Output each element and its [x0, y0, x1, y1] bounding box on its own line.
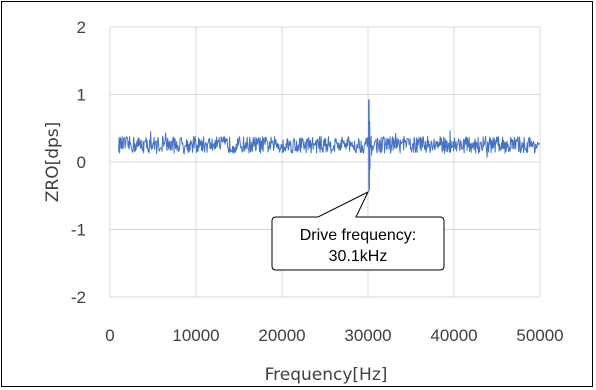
x-tick-label: 50000: [516, 326, 563, 345]
x-tick-label: 10000: [172, 326, 219, 345]
x-tick-labels: 0 10000 20000 30000 40000 50000: [105, 326, 563, 345]
y-axis-title: ZRO[dps]: [43, 122, 63, 203]
callout-shape: [271, 190, 445, 271]
y-tick-label: 2: [77, 18, 86, 37]
x-axis-title: Frequency[Hz]: [265, 365, 388, 385]
series-line: [118, 99, 541, 191]
x-tick-label: 40000: [430, 326, 477, 345]
callout-line2: 30.1kHz: [329, 248, 388, 265]
y-tick-label: -1: [71, 221, 86, 240]
annotation-callout: Drive frequency: 30.1kHz: [271, 190, 445, 271]
x-tick-label: 20000: [258, 326, 305, 345]
x-tick-label: 30000: [344, 326, 391, 345]
y-tick-labels: 2 1 0 -1 -2: [71, 18, 86, 307]
callout-line1: Drive frequency:: [300, 227, 417, 244]
gridlines: [109, 26, 541, 298]
series-group: [118, 99, 541, 191]
y-tick-label: -2: [71, 288, 86, 307]
y-tick-label: 0: [77, 153, 86, 172]
x-tick-label: 0: [105, 326, 114, 345]
y-tick-label: 1: [77, 86, 86, 105]
